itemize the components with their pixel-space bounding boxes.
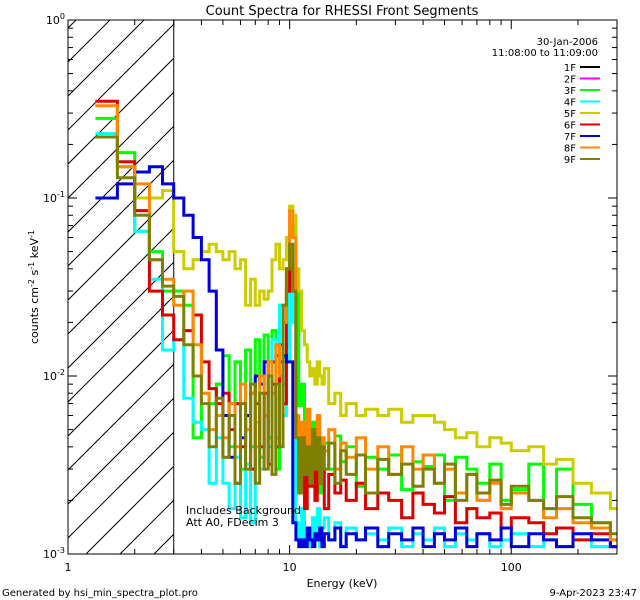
legend-label-2F: 2F [564,75,576,86]
series-9F-line [95,135,617,536]
y-tick-label: 10-3 [43,546,65,561]
y-tick-label: 10-1 [43,190,65,205]
x-tick-label: 10 [283,561,297,574]
legend-label-4F: 4F [564,98,576,109]
x-tick-label: 1 [65,561,72,574]
y-tick-exp: -3 [57,546,65,555]
hatch-line [68,363,174,471]
y-tick-exp: -1 [57,190,65,199]
y-tick-exp: -2 [57,368,65,377]
legend-label-1F: 1F [564,63,576,74]
hatch-line [68,23,174,131]
legend-label-8F: 8F [564,144,576,155]
note-attenuator: Att A0, FDecim 3 [186,516,279,529]
y-label-part-0: counts cm [28,287,41,344]
hatch-line [68,431,174,539]
hatch-line [68,193,174,301]
series-5F-line [95,135,617,511]
legend-label-6F: 6F [564,121,576,132]
y-label-exp-1: -1 [27,262,36,270]
series-layer [95,99,617,549]
legend-label-5F: 5F [564,109,576,120]
axis-ticks [67,19,618,555]
note-background: Includes Background [186,504,301,517]
hatch-line [68,91,174,199]
y-tick-base: 10 [43,192,57,205]
y-tick-base: 10 [43,370,57,383]
y-tick-label: 100 [46,12,65,27]
series-7F-line [95,165,617,549]
x-tick-labels: 1 10 100 [65,561,522,574]
x-axis-label: Energy (keV) [307,577,378,590]
y-label-part-2: keV [28,238,41,262]
legend-label-7F: 7F [564,132,576,143]
hatch-line [68,227,174,335]
hatch-line [68,397,174,505]
footer-timestamp: 9-Apr-2023 23:47 [550,588,637,599]
y-tick-label: 10-2 [43,368,65,383]
legend-label-3F: 3F [564,86,576,97]
hatch-line [68,57,174,165]
y-label-exp-2: -1 [27,230,36,238]
plot-frame [67,19,618,555]
chart-title: Count Spectra for RHESSI Front Segments [206,4,479,19]
date-label: 30-Jan-2006 [537,37,598,48]
y-tick-base: 10 [46,14,60,27]
y-label-exp-0: -2 [27,279,36,287]
time-range-label: 11:08:00 to 11:09:00 [492,48,598,59]
y-label-part-1: s [28,269,41,278]
legend-label-9F: 9F [564,155,576,166]
y-tick-exp: 0 [60,12,65,21]
footer-generator: Generated by hsi_min_spectra_plot.pro [2,588,198,599]
x-tick-label: 100 [501,561,522,574]
y-tick-base: 10 [43,548,57,561]
y-axis-label: counts cm-2 s-1 keV-1 [27,230,41,344]
